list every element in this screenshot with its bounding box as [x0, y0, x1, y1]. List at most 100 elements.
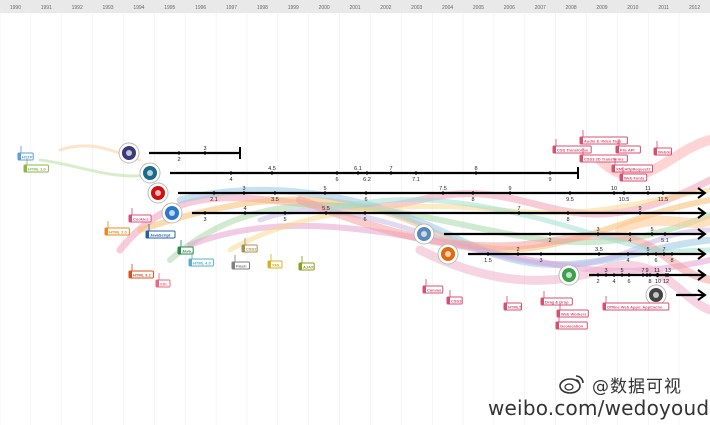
version-label: 5.1: [661, 238, 669, 244]
timeline-arrow-icon: [697, 187, 707, 199]
version-label: 5: [323, 186, 326, 192]
year-label: 1999: [288, 5, 299, 11]
year-label: 2002: [380, 5, 391, 11]
technology-tag[interactable]: Flash: [231, 255, 250, 270]
technology-tag[interactable]: HTML5: [503, 296, 522, 311]
technology-tag[interactable]: Canvas: [422, 279, 444, 294]
technology-tag[interactable]: Web Workers: [556, 303, 589, 318]
version-label: 8: [474, 166, 477, 172]
technology-tag[interactable]: HTML 4.0: [188, 252, 214, 267]
version-label: 8: [471, 197, 474, 203]
newer-browser-icon[interactable]: [645, 284, 667, 306]
year-label: 2001: [349, 5, 360, 11]
technology-tag[interactable]: JavaScript: [145, 224, 176, 239]
browser-timeline: 4 4.5 6 6.16.2 7 7.1 8 9: [139, 162, 579, 184]
year-label: 2010: [627, 5, 638, 11]
year-label: 2012: [689, 5, 700, 11]
netscape-icon[interactable]: [139, 162, 161, 184]
version-label: 11: [654, 268, 660, 274]
browser-timeline: 2 3 4 5 5.1: [413, 223, 707, 245]
version-label: 5: [650, 227, 653, 233]
year-label: 1997: [226, 5, 237, 11]
technology-tag[interactable]: Audio & Video Tags: [579, 130, 628, 145]
technology-ribbon: [615, 215, 710, 235]
technology-tag[interactable]: Cookies: [128, 208, 152, 223]
technology-tag[interactable]: Drag & Drop: [540, 291, 573, 306]
version-label: 13: [665, 268, 671, 274]
version-label: 2: [177, 157, 180, 163]
technology-tag-label: SSL: [160, 281, 168, 286]
version-label: 4: [626, 258, 629, 264]
version-label: 4: [612, 279, 615, 285]
technology-tag[interactable]: CSS2: [241, 238, 258, 253]
firefox-icon[interactable]: [437, 243, 459, 265]
version-label: 9: [508, 186, 511, 192]
browser-timeline: [645, 284, 707, 306]
technology-tag-label: AJAX: [303, 264, 314, 269]
year-label: 1995: [164, 5, 175, 11]
technology-tag-label: HTML5: [508, 304, 522, 309]
watermark-url: weibo.com/wedoyoudo: [488, 396, 710, 420]
technology-tag-label: XML: [272, 262, 281, 267]
technology-tag[interactable]: HTML 1.0: [23, 158, 49, 173]
version-label: 7: [517, 206, 520, 212]
version-label: 2.1: [210, 197, 218, 203]
technology-tag[interactable]: Web Fonts: [619, 167, 648, 182]
safari-icon[interactable]: [413, 223, 435, 245]
technology-ribbons: [38, 135, 710, 315]
timeline-arrow-icon: [697, 289, 707, 301]
technology-tag[interactable]: WebGL: [653, 141, 672, 156]
version-label: 2: [548, 238, 551, 244]
technology-ribbon: [38, 158, 152, 178]
technology-tag[interactable]: XMLHttpRequest2: [611, 158, 653, 173]
technology-tag[interactable]: CSS3: [446, 290, 463, 305]
technology-tag[interactable]: CSS Transforms: [552, 139, 592, 154]
technology-ribbon: [327, 197, 710, 255]
technology-tag[interactable]: Java: [177, 240, 194, 255]
technology-tag-label: JavaScript: [150, 232, 171, 237]
version-label: 7: [389, 166, 392, 172]
version-label: 6.2: [363, 177, 371, 183]
technology-tag[interactable]: XML: [267, 254, 283, 269]
technology-tag[interactable]: HTML 3.2: [128, 264, 154, 279]
technology-tag[interactable]: HTML 2.0: [104, 221, 130, 236]
technology-tag-label: CSS3 3D Transforms: [584, 156, 624, 161]
version-label: 8: [648, 279, 651, 285]
technology-tag-label: Flash: [236, 263, 247, 268]
timeline-arrow-icon: [697, 228, 707, 240]
version-label: 2: [596, 279, 599, 285]
technology-tag-label: CSS2: [246, 246, 257, 251]
year-label: 2005: [473, 5, 484, 11]
version-label: 2: [516, 247, 519, 253]
technology-tag-label: File API: [620, 147, 635, 152]
version-label: 6: [363, 217, 366, 223]
technology-tags: HTTP HTML 1.0 Cookies HTML 2.0 JavaScript Jav…: [17, 130, 672, 330]
chrome-icon[interactable]: [558, 264, 580, 286]
version-label: 3.5: [271, 197, 279, 203]
internet-explorer-icon[interactable]: [161, 202, 183, 224]
technology-tag-label: HTML 1.0: [28, 166, 46, 171]
technology-tag[interactable]: AJAX: [298, 256, 315, 271]
version-label: 4: [243, 206, 246, 212]
version-label: 6: [335, 177, 338, 183]
worldwideweb-icon[interactable]: [118, 142, 140, 164]
technology-tag[interactable]: HTTP: [17, 146, 34, 161]
opera-icon[interactable]: [147, 182, 169, 204]
year-grid: [0, 13, 680, 425]
technology-tag-label: HTML 3.2: [133, 272, 151, 277]
technology-tag-label: CSS3: [451, 298, 462, 303]
technology-tag[interactable]: Geolocation: [555, 315, 588, 330]
technology-tag[interactable]: File API: [615, 139, 641, 154]
technology-tag[interactable]: SSL: [155, 273, 171, 288]
technology-tag[interactable]: Offline Web Apps: AppCache: [602, 296, 670, 311]
version-label: 8: [566, 217, 569, 223]
watermark: @数据可视 weibo.com/wedoyoudo: [488, 372, 710, 422]
version-label: 8: [670, 258, 673, 264]
version-label: 3: [203, 217, 206, 223]
technology-ribbon: [296, 196, 710, 284]
technology-tag-label: Drag & Drop: [545, 299, 569, 304]
version-label: 7.5: [439, 186, 447, 192]
